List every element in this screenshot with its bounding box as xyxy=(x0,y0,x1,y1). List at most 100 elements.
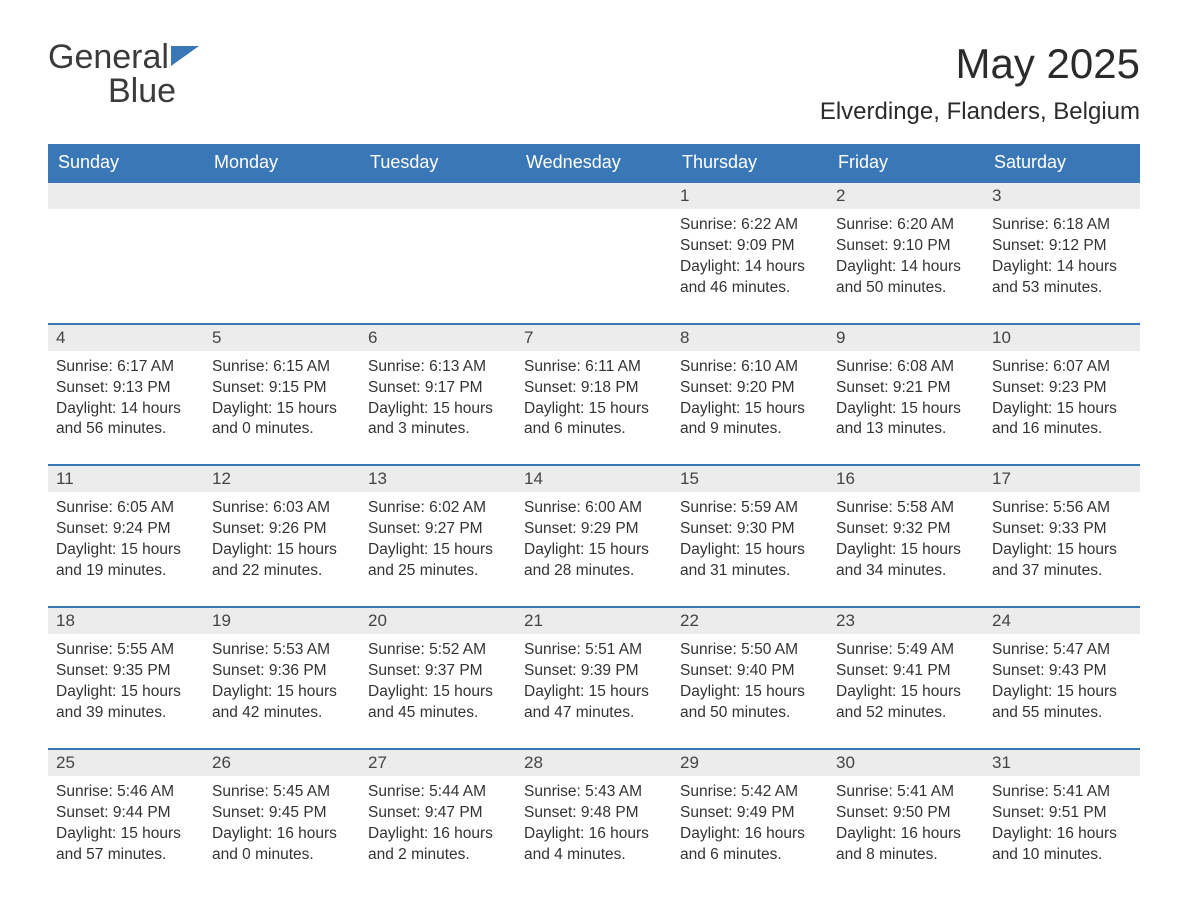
cell-body: Sunrise: 6:13 AMSunset: 9:17 PMDaylight:… xyxy=(360,351,516,441)
cell-body: Sunrise: 5:59 AMSunset: 9:30 PMDaylight:… xyxy=(672,492,828,582)
day-number: 14 xyxy=(516,466,672,492)
sunrise-text: Sunrise: 5:41 AM xyxy=(992,782,1132,803)
title-block: May 2025 Elverdinge, Flanders, Belgium xyxy=(820,40,1140,126)
sunrise-text: Sunrise: 5:46 AM xyxy=(56,782,196,803)
sunrise-text: Sunrise: 6:22 AM xyxy=(680,215,820,236)
calendar-cell: 3Sunrise: 6:18 AMSunset: 9:12 PMDaylight… xyxy=(984,181,1140,323)
cell-body: Sunrise: 5:55 AMSunset: 9:35 PMDaylight:… xyxy=(48,634,204,724)
daylight-text: Daylight: 15 hours and 9 minutes. xyxy=(680,399,820,441)
sunset-text: Sunset: 9:35 PM xyxy=(56,661,196,682)
dow-header: Friday xyxy=(828,144,984,181)
day-number: 28 xyxy=(516,750,672,776)
calendar-cell: 8 Sunrise: 6:10 AMSunset: 9:20 PMDaylight… xyxy=(672,323,828,465)
sunset-text: Sunset: 9:12 PM xyxy=(992,236,1132,257)
calendar-cell: 6Sunrise: 6:13 AMSunset: 9:17 PMDaylight… xyxy=(360,323,516,465)
day-number: . xyxy=(516,183,672,209)
cell-body: Sunrise: 6:03 AMSunset: 9:26 PMDaylight:… xyxy=(204,492,360,582)
cell-body: Sunrise: 5:56 AMSunset: 9:33 PMDaylight:… xyxy=(984,492,1140,582)
day-number: 19 xyxy=(204,608,360,634)
cell-body: Sunrise: 5:51 AMSunset: 9:39 PMDaylight:… xyxy=(516,634,672,724)
sunrise-text: Sunrise: 6:00 AM xyxy=(524,498,664,519)
daylight-text: Daylight: 16 hours and 2 minutes. xyxy=(368,824,508,866)
daylight-text: Daylight: 15 hours and 19 minutes. xyxy=(56,540,196,582)
sunrise-text: Sunrise: 6:03 AM xyxy=(212,498,352,519)
day-number: 3 xyxy=(984,183,1140,209)
calendar-cell: 14Sunrise: 6:00 AMSunset: 9:29 PMDayligh… xyxy=(516,464,672,606)
day-number: . xyxy=(360,183,516,209)
calendar-cell: 25Sunrise: 5:46 AMSunset: 9:44 PMDayligh… xyxy=(48,748,204,890)
calendar-cell: . xyxy=(204,181,360,323)
sunset-text: Sunset: 9:20 PM xyxy=(680,378,820,399)
sunset-text: Sunset: 9:45 PM xyxy=(212,803,352,824)
day-number: 24 xyxy=(984,608,1140,634)
day-number: 6 xyxy=(360,325,516,351)
day-number: 31 xyxy=(984,750,1140,776)
day-number: 8 xyxy=(672,325,828,351)
day-number: 11 xyxy=(48,466,204,492)
dow-header: Thursday xyxy=(672,144,828,181)
calendar-cell: 5 Sunrise: 6:15 AMSunset: 9:15 PMDaylight… xyxy=(204,323,360,465)
cell-body: Sunrise: 6:07 AMSunset: 9:23 PMDaylight:… xyxy=(984,351,1140,441)
sunset-text: Sunset: 9:18 PM xyxy=(524,378,664,399)
day-number: 20 xyxy=(360,608,516,634)
page-title: May 2025 xyxy=(820,40,1140,88)
sunset-text: Sunset: 9:30 PM xyxy=(680,519,820,540)
day-number: 5 xyxy=(204,325,360,351)
sunset-text: Sunset: 9:17 PM xyxy=(368,378,508,399)
day-number: 16 xyxy=(828,466,984,492)
day-number: 12 xyxy=(204,466,360,492)
calendar-cell: 17Sunrise: 5:56 AMSunset: 9:33 PMDayligh… xyxy=(984,464,1140,606)
sunrise-text: Sunrise: 5:53 AM xyxy=(212,640,352,661)
sunset-text: Sunset: 9:33 PM xyxy=(992,519,1132,540)
daylight-text: Daylight: 15 hours and 42 minutes. xyxy=(212,682,352,724)
calendar-cell: 9Sunrise: 6:08 AMSunset: 9:21 PMDaylight… xyxy=(828,323,984,465)
daylight-text: Daylight: 15 hours and 6 minutes. xyxy=(524,399,664,441)
day-number: 17 xyxy=(984,466,1140,492)
sunrise-text: Sunrise: 5:43 AM xyxy=(524,782,664,803)
calendar-cell: 26Sunrise: 5:45 AMSunset: 9:45 PMDayligh… xyxy=(204,748,360,890)
cell-body: Sunrise: 5:46 AMSunset: 9:44 PMDaylight:… xyxy=(48,776,204,866)
daylight-text: Daylight: 15 hours and 3 minutes. xyxy=(368,399,508,441)
sunrise-text: Sunrise: 6:10 AM xyxy=(680,357,820,378)
sunset-text: Sunset: 9:50 PM xyxy=(836,803,976,824)
daylight-text: Daylight: 16 hours and 6 minutes. xyxy=(680,824,820,866)
sunrise-text: Sunrise: 6:11 AM xyxy=(524,357,664,378)
location-subtitle: Elverdinge, Flanders, Belgium xyxy=(820,98,1140,126)
sunrise-text: Sunrise: 6:17 AM xyxy=(56,357,196,378)
sunset-text: Sunset: 9:29 PM xyxy=(524,519,664,540)
cell-body: Sunrise: 5:41 AMSunset: 9:50 PMDaylight:… xyxy=(828,776,984,866)
sunset-text: Sunset: 9:47 PM xyxy=(368,803,508,824)
sunset-text: Sunset: 9:44 PM xyxy=(56,803,196,824)
sunrise-text: Sunrise: 5:47 AM xyxy=(992,640,1132,661)
cell-body: Sunrise: 5:44 AMSunset: 9:47 PMDaylight:… xyxy=(360,776,516,866)
sunset-text: Sunset: 9:39 PM xyxy=(524,661,664,682)
cell-body: Sunrise: 6:11 AMSunset: 9:18 PMDaylight:… xyxy=(516,351,672,441)
calendar-cell: 15Sunrise: 5:59 AMSunset: 9:30 PMDayligh… xyxy=(672,464,828,606)
cell-body: Sunrise: 5:45 AMSunset: 9:45 PMDaylight:… xyxy=(204,776,360,866)
cell-body: Sunrise: 5:53 AMSunset: 9:36 PMDaylight:… xyxy=(204,634,360,724)
calendar-cell: 11Sunrise: 6:05 AMSunset: 9:24 PMDayligh… xyxy=(48,464,204,606)
sunset-text: Sunset: 9:23 PM xyxy=(992,378,1132,399)
sunrise-text: Sunrise: 5:52 AM xyxy=(368,640,508,661)
cell-body: Sunrise: 5:41 AMSunset: 9:51 PMDaylight:… xyxy=(984,776,1140,866)
sunrise-text: Sunrise: 6:15 AM xyxy=(212,357,352,378)
dow-header: Saturday xyxy=(984,144,1140,181)
calendar-cell: 2Sunrise: 6:20 AMSunset: 9:10 PMDaylight… xyxy=(828,181,984,323)
calendar-cell: 1Sunrise: 6:22 AMSunset: 9:09 PMDaylight… xyxy=(672,181,828,323)
daylight-text: Daylight: 14 hours and 56 minutes. xyxy=(56,399,196,441)
cell-body: Sunrise: 5:47 AMSunset: 9:43 PMDaylight:… xyxy=(984,634,1140,724)
daylight-text: Daylight: 15 hours and 0 minutes. xyxy=(212,399,352,441)
cell-body: Sunrise: 5:42 AMSunset: 9:49 PMDaylight:… xyxy=(672,776,828,866)
sunset-text: Sunset: 9:41 PM xyxy=(836,661,976,682)
sunset-text: Sunset: 9:15 PM xyxy=(212,378,352,399)
day-number: 30 xyxy=(828,750,984,776)
sunrise-text: Sunrise: 5:42 AM xyxy=(680,782,820,803)
logo-text-general: General xyxy=(48,38,169,76)
sunrise-text: Sunrise: 6:07 AM xyxy=(992,357,1132,378)
daylight-text: Daylight: 15 hours and 50 minutes. xyxy=(680,682,820,724)
daylight-text: Daylight: 14 hours and 46 minutes. xyxy=(680,257,820,299)
sunrise-text: Sunrise: 5:59 AM xyxy=(680,498,820,519)
sunset-text: Sunset: 9:10 PM xyxy=(836,236,976,257)
day-number: 18 xyxy=(48,608,204,634)
sunset-text: Sunset: 9:37 PM xyxy=(368,661,508,682)
